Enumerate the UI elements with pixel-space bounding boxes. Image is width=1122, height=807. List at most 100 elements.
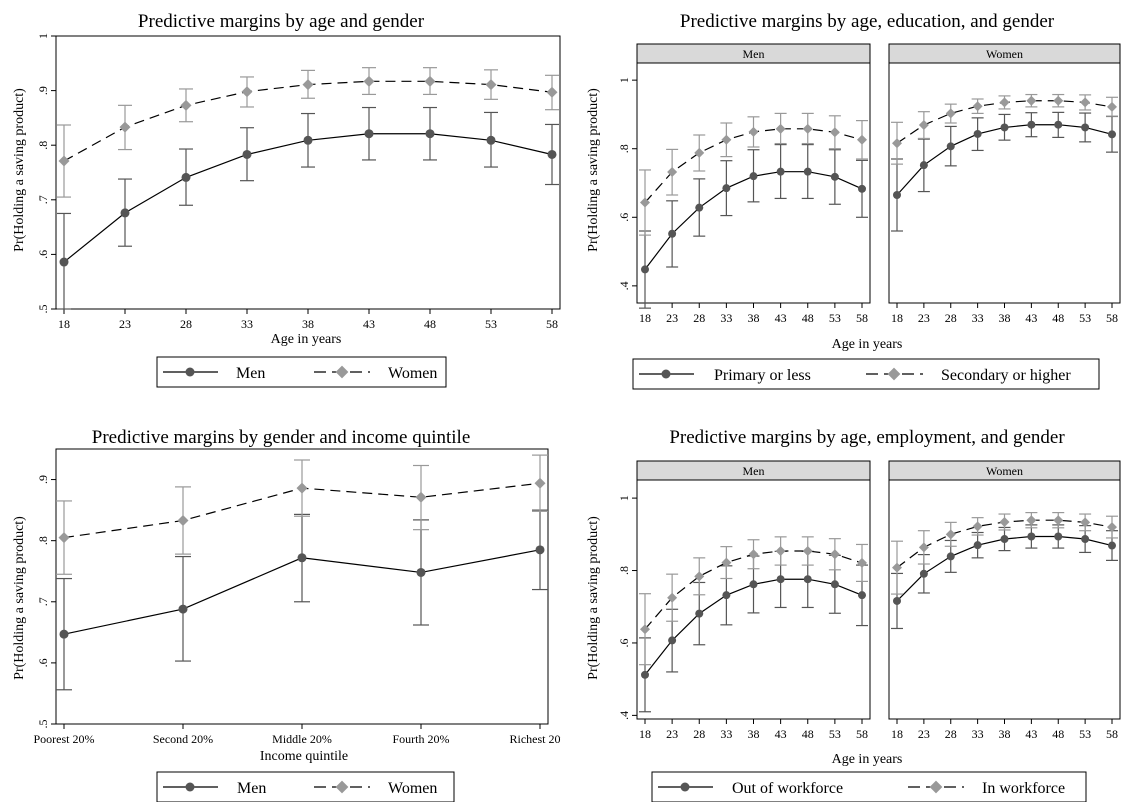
point-in-workforce — [667, 592, 678, 603]
chart-age-gender-svg: Predictive margins by age and gender Age… — [12, 11, 561, 388]
legend-primary-marker — [661, 369, 671, 379]
x-tick-label: 48 — [1052, 727, 1064, 741]
point-in-workforce — [802, 545, 813, 556]
x-tick-label: 18 — [891, 311, 903, 325]
x-tick-label: 23 — [119, 317, 131, 331]
point-women — [58, 155, 70, 167]
point-out-of-workforce — [1081, 535, 1090, 544]
legend-women-marker — [335, 365, 349, 379]
x-tick-label: 58 — [546, 317, 558, 331]
point-women — [177, 515, 189, 526]
y-tick-label: .8 — [617, 144, 631, 153]
legend-secondary-label: Secondary or higher — [941, 367, 1071, 384]
point-secondary-or-higher — [999, 97, 1010, 108]
y-tick-label: .5 — [36, 720, 50, 729]
point-out-of-workforce — [893, 596, 901, 605]
x-tick-label: 43 — [775, 727, 787, 741]
point-men — [242, 149, 252, 159]
legend-out-label: Out of workforce — [732, 780, 843, 797]
legend-women-label: Women — [388, 780, 437, 797]
point-secondary-or-higher — [1053, 95, 1064, 106]
point-in-workforce — [694, 571, 705, 582]
legend-out-marker — [680, 782, 690, 792]
x-tick-label: Second 20% — [153, 732, 213, 746]
x-tick-label: 53 — [829, 311, 841, 325]
point-women — [180, 99, 192, 111]
point-men — [297, 553, 307, 563]
point-secondary-or-higher — [892, 138, 902, 149]
x-axis-label: Age in years — [832, 337, 903, 352]
point-secondary-or-higher — [1107, 101, 1117, 112]
point-men — [59, 257, 69, 267]
point-in-workforce — [1053, 515, 1064, 526]
x-tick-label: 58 — [1106, 311, 1118, 325]
point-men — [59, 629, 69, 639]
x-tick-label: 23 — [918, 311, 930, 325]
point-secondary-or-higher — [667, 167, 678, 178]
point-primary-or-less — [919, 161, 928, 170]
point-secondary-or-higher — [694, 147, 705, 158]
point-secondary-or-higher — [802, 123, 813, 134]
point-secondary-or-higher — [857, 134, 867, 145]
point-women — [363, 75, 375, 87]
point-women — [485, 79, 497, 91]
x-tick-label: 43 — [775, 311, 787, 325]
point-secondary-or-higher — [918, 120, 929, 131]
facet-label-men: Men — [743, 47, 765, 61]
point-secondary-or-higher — [775, 123, 786, 134]
plot-area: .5 .6 .7 .8 .9 Poorest 20% Second 20% Middle 20… — [34, 448, 571, 746]
legend-in-label: In workforce — [982, 780, 1065, 797]
x-tick-label: 43 — [363, 317, 375, 331]
point-secondary-or-higher — [640, 197, 650, 208]
point-in-workforce — [1107, 522, 1117, 533]
legend-women-label: Women — [388, 365, 437, 382]
point-primary-or-less — [695, 203, 704, 212]
x-axis-label: Age in years — [271, 332, 342, 347]
y-tick-label: .9 — [36, 475, 50, 484]
point-out-of-workforce — [830, 580, 839, 589]
x-tick-label: 18 — [639, 311, 651, 325]
y-tick-label: .4 — [617, 281, 631, 290]
x-tick-label: 23 — [666, 311, 678, 325]
x-tick-label: 28 — [693, 727, 705, 741]
legend-men-label: Men — [237, 780, 266, 797]
y-tick-label: 1 — [617, 77, 631, 83]
point-primary-or-less — [858, 184, 866, 193]
y-tick-label: 1 — [617, 495, 631, 501]
x-tick-label: 48 — [1052, 311, 1064, 325]
point-out-of-workforce — [1054, 532, 1063, 541]
x-tick-label: 33 — [241, 317, 253, 331]
point-men — [178, 604, 188, 614]
point-primary-or-less — [641, 265, 649, 274]
point-out-of-workforce — [695, 609, 704, 618]
point-in-workforce — [972, 521, 983, 532]
point-out-of-workforce — [1108, 541, 1116, 550]
x-tick-label: Middle 20% — [272, 732, 332, 746]
y-tick-label: .8 — [36, 141, 50, 150]
plot-area: .4 .6 .8 1 18 23 28 33 38 43 48 53 58 — [617, 479, 871, 741]
point-primary-or-less — [1027, 120, 1036, 129]
legend: Men Women — [156, 771, 455, 803]
x-tick-label: 33 — [972, 311, 984, 325]
point-out-of-workforce — [722, 591, 731, 600]
chart-title: Predictive margins by age and gender — [138, 11, 425, 32]
point-women — [534, 477, 546, 489]
facet-label-women: Women — [986, 464, 1023, 478]
y-axis-label: Pr(Holding a saving product) — [586, 516, 601, 680]
legend-men-label: Men — [236, 365, 265, 382]
x-tick-label: 23 — [918, 727, 930, 741]
x-tick-label: 18 — [639, 727, 651, 741]
point-out-of-workforce — [749, 580, 758, 589]
point-men — [181, 172, 191, 182]
x-tick-label: 38 — [748, 311, 760, 325]
point-primary-or-less — [830, 172, 839, 181]
point-in-workforce — [640, 624, 650, 635]
chart-age-employment-gender: Predictive margins by age, employment, a… — [561, 401, 1122, 803]
point-in-workforce — [1080, 517, 1091, 528]
point-men — [547, 149, 557, 159]
point-in-workforce — [829, 549, 840, 560]
legend-men-marker — [185, 367, 195, 377]
point-women — [415, 491, 427, 503]
x-tick-label: 28 — [180, 317, 192, 331]
point-primary-or-less — [668, 229, 677, 238]
